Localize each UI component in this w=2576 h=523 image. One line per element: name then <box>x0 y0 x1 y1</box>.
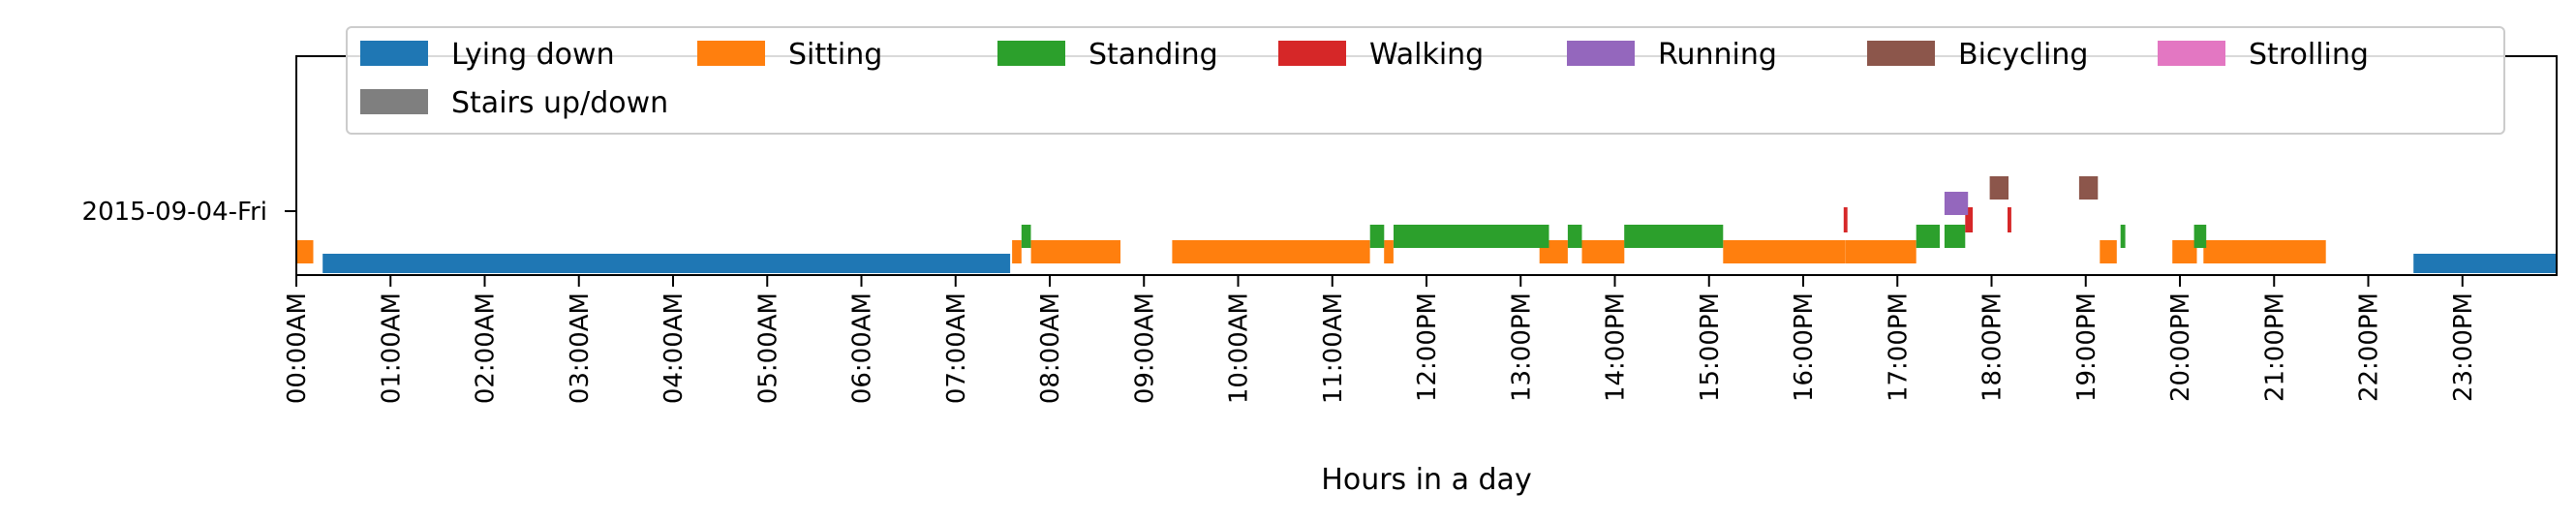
activity-bar-sitting <box>1723 240 1846 263</box>
x-tick-label: 08:00AM <box>1036 292 1065 404</box>
legend-label: Bicycling <box>1958 38 2088 72</box>
activity-bar-bicycling <box>2078 176 2099 200</box>
x-tick-label: 21:00PM <box>2260 292 2289 402</box>
activity-bar-sitting <box>296 240 314 263</box>
activity-bar-sitting <box>2203 240 2326 263</box>
x-tick-label: 00:00AM <box>283 292 312 404</box>
activity-bar-standing <box>1369 225 1385 248</box>
y-axis: 2015-09-04-Fri <box>82 198 296 227</box>
x-tick-label: 06:00AM <box>848 292 877 404</box>
x-tick-label: 23:00PM <box>2449 292 2478 402</box>
x-tick-label: 13:00PM <box>1507 292 1536 402</box>
legend-label: Stairs up/down <box>451 86 668 120</box>
legend-box <box>346 26 2505 135</box>
legend: Lying down Sitting Standing Walking Running B… <box>346 26 2505 135</box>
legend-label: Standing <box>1089 38 1218 72</box>
x-axis: 00:00AM 01:00AM 02:00AM 03:00AM 04:00AM 05:00… <box>283 275 2478 404</box>
activity-bar-running <box>1944 192 1969 215</box>
activity-bar-sitting <box>1030 240 1120 263</box>
x-tick-label: 11:00AM <box>1319 292 1348 404</box>
activity-bar-standing <box>2120 225 2126 248</box>
x-tick-label: 19:00PM <box>2072 292 2101 402</box>
activity-bar-standing <box>1944 225 1966 248</box>
x-tick-label: 22:00PM <box>2355 292 2384 402</box>
activity-bar-standing <box>1916 225 1940 248</box>
activity-bar-walking <box>1965 207 1974 232</box>
activity-bar-bicycling <box>1989 176 2009 200</box>
legend-swatch <box>1867 41 1935 66</box>
x-tick-label: 01:00AM <box>377 292 406 404</box>
x-tick-label: 09:00AM <box>1130 292 1159 404</box>
legend-swatch <box>1278 41 1346 66</box>
activity-bar-walking <box>2008 207 2011 232</box>
activity-bar-sitting <box>2100 240 2117 263</box>
activity-bar-sitting <box>2172 240 2197 263</box>
activity-bar-sitting <box>1012 240 1022 263</box>
activity-bar-walking <box>1843 207 1848 232</box>
legend-swatch <box>1567 41 1635 66</box>
legend-label: Strolling <box>2249 38 2369 72</box>
activity-bar-sitting <box>1845 240 1917 263</box>
activity-bar-standing <box>1567 225 1582 248</box>
x-tick-label: 15:00PM <box>1696 292 1725 402</box>
x-tick-label: 03:00AM <box>566 292 595 404</box>
x-tick-label: 02:00AM <box>472 292 501 404</box>
x-tick-label: 17:00PM <box>1884 292 1913 402</box>
x-tick-label: 05:00AM <box>753 292 782 404</box>
activity-bar-lying-down <box>2413 254 2557 273</box>
activity-bar-lying-down <box>322 254 1011 273</box>
x-tick-label: 20:00PM <box>2166 292 2195 402</box>
activity-bars <box>296 176 2557 273</box>
x-tick-label: 10:00AM <box>1225 292 1254 404</box>
legend-label: Running <box>1658 38 1777 72</box>
legend-label: Walking <box>1369 38 1484 72</box>
activity-bar-sitting <box>1581 240 1625 263</box>
activity-bar-standing <box>2193 225 2207 248</box>
activity-bar-sitting <box>1384 240 1394 263</box>
x-tick-label: 18:00PM <box>1978 292 2008 402</box>
legend-swatch <box>2158 41 2225 66</box>
activity-bar-standing <box>1624 225 1724 248</box>
legend-swatch <box>997 41 1065 66</box>
legend-swatch <box>360 41 428 66</box>
legend-swatch <box>360 89 428 114</box>
x-axis-label: Hours in a day <box>1321 463 1531 497</box>
legend-label: Lying down <box>451 38 615 72</box>
x-tick-label: 04:00AM <box>659 292 689 404</box>
x-tick-label: 16:00PM <box>1790 292 1819 402</box>
legend-swatch <box>697 41 765 66</box>
x-tick-label: 07:00AM <box>942 292 971 404</box>
x-tick-label: 14:00PM <box>1602 292 1631 402</box>
x-tick-label: 12:00PM <box>1413 292 1442 402</box>
activity-bar-standing <box>1394 225 1549 248</box>
y-tick-label: 2015-09-04-Fri <box>82 198 267 227</box>
legend-label: Sitting <box>788 38 882 72</box>
activity-bar-standing <box>1021 225 1031 248</box>
activity-bar-sitting <box>1172 240 1370 263</box>
